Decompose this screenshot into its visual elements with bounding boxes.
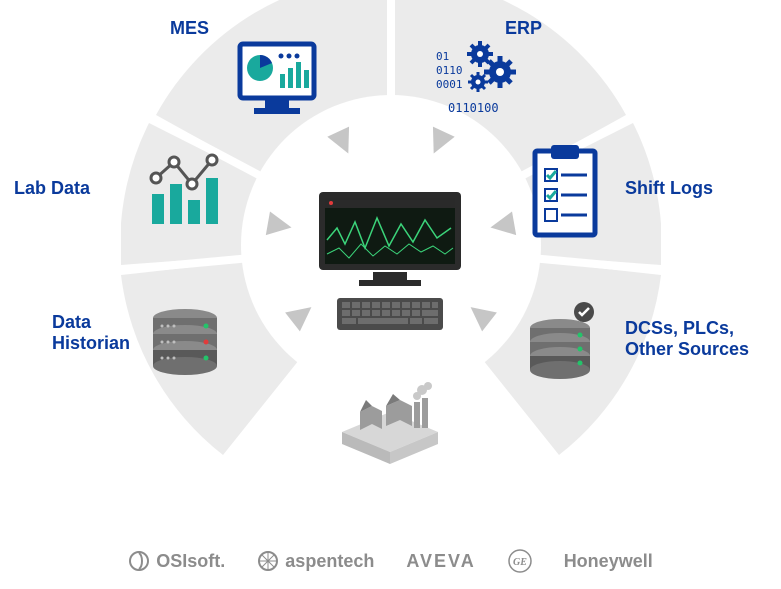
dcs-server-icon [520,300,610,390]
mes-monitor-icon [232,38,322,128]
label-shiftlogs: Shift Logs [625,178,713,199]
diagram-canvas: MES ERP Shift Logs DCSs, PLCs, Other Sou… [0,0,781,589]
vendor-osisoft: OSIsoft. [128,550,225,572]
vendor-honeywell-text: Honeywell [564,551,653,572]
center-workstation-icon [315,188,465,332]
vendor-aspentech: aspentech [257,550,374,572]
vendor-aveva: AVEVA [406,551,475,572]
erp-binary-0: 01 [436,50,449,63]
center-keyboard-icon [335,296,445,332]
ge-monogram-icon: GE [508,549,532,573]
center-monitor-icon [315,188,465,288]
label-mes: MES [170,18,209,39]
vendor-logos-row: OSIsoft. aspentech AVEVA GE Honeywell [0,549,781,573]
vendor-osisoft-text: soft. [187,551,225,571]
label-historian: Data Historian [52,312,130,353]
label-erp: ERP [505,18,542,39]
shiftlogs-clipboard-icon [520,148,610,238]
vendor-honeywell: Honeywell [564,551,653,572]
svg-text:GE: GE [513,557,527,568]
label-labdata: Lab Data [14,178,90,199]
labdata-chart-icon [140,148,230,238]
factory-plant-icon [330,380,450,480]
osisoft-icon [128,550,150,572]
erp-binary-3: 0110100 [448,101,499,115]
aspentech-icon [257,550,279,572]
vendor-aveva-text: AVEVA [406,551,475,572]
erp-binary-2: 0001 [436,78,463,91]
erp-gears-icon: 01 0110 0001 0110100 [430,38,520,128]
erp-binary-1: 0110 [436,64,463,77]
vendor-ge: GE [508,549,532,573]
label-dcs: DCSs, PLCs, Other Sources [625,318,749,359]
vendor-aspentech-text: aspentech [285,551,374,572]
historian-server-icon [140,300,230,390]
